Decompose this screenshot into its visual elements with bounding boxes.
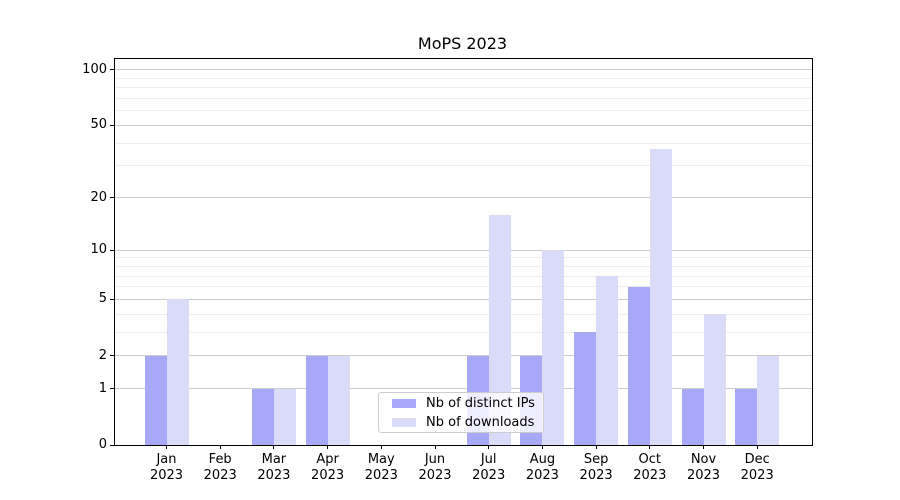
bar-downloads-oct	[649, 149, 672, 445]
ytick-50	[110, 124, 114, 126]
bar-ips-dec	[735, 388, 758, 445]
chart-title: MoPS 2023	[417, 34, 508, 53]
ytick-1	[110, 388, 114, 390]
ytick-label-50: 50	[90, 117, 107, 133]
bar-ips-oct	[627, 286, 650, 445]
gridline-minor	[115, 77, 812, 79]
xtick-sep	[595, 445, 597, 449]
xtick-label-jul: Jul 2023	[472, 452, 506, 483]
bar-ips-nov	[681, 388, 704, 445]
xtick-dec	[756, 445, 758, 449]
xtick-label-oct: Oct 2023	[633, 452, 667, 483]
legend: Nb of distinct IPs Nb of downloads	[378, 392, 544, 433]
gridline-major	[115, 298, 812, 300]
xtick-label-aug: Aug 2023	[525, 452, 559, 483]
gridline-minor	[115, 265, 812, 267]
bar-downloads-jan	[166, 299, 189, 445]
legend-item-downloads: Nb of downloads	[379, 414, 543, 430]
bar-ips-sep	[574, 332, 597, 445]
plot-area: 0 1 2 5 10 20 50 100 Jan 2023 Feb 2023 Mar 2023 Apr…	[82, 58, 813, 483]
bar-ips-apr	[305, 355, 328, 445]
gridline-major	[115, 124, 812, 126]
xtick-aug	[541, 445, 543, 449]
xtick-jun	[434, 445, 436, 449]
gridline-minor	[115, 257, 812, 259]
gridline-minor	[115, 165, 812, 167]
bar-downloads-aug	[542, 250, 565, 445]
ytick-label-100: 100	[82, 61, 107, 77]
bar-downloads-dec	[757, 355, 780, 445]
ytick-label-20: 20	[90, 189, 107, 205]
ytick-2	[110, 355, 114, 357]
ytick-100	[110, 69, 114, 71]
xtick-mar	[273, 445, 275, 449]
gridline-major	[115, 388, 812, 390]
gridline-major	[115, 249, 812, 251]
ytick-label-0: 0	[98, 437, 107, 452]
ytick-20	[110, 197, 114, 199]
xtick-nov	[703, 445, 704, 449]
gridline-major	[115, 355, 812, 357]
legend-item-distinct-ips: Nb of distinct IPs	[379, 395, 543, 411]
bar-ips-mar	[251, 388, 274, 445]
gridline-minor	[115, 87, 812, 89]
gridline-minor	[115, 142, 812, 144]
xtick-feb	[219, 445, 221, 449]
ytick-label-5: 5	[98, 291, 107, 307]
xtick-label-sep: Sep 2023	[579, 452, 613, 483]
legend-label-distinct-ips: Nb of distinct IPs	[426, 395, 535, 411]
gridline-minor	[115, 286, 812, 288]
legend-swatch-distinct-ips	[392, 398, 416, 408]
xtick-oct	[649, 445, 651, 449]
xtick-label-dec: Dec 2023	[740, 452, 774, 483]
gridline-minor	[115, 110, 812, 112]
gridline-minor	[115, 275, 812, 277]
xtick-may	[380, 445, 382, 449]
xtick-label-mar: Mar 2023	[257, 452, 291, 483]
legend-swatch-downloads	[392, 417, 416, 427]
gridline-minor	[115, 98, 812, 100]
bar-downloads-jul	[488, 214, 511, 445]
gridline-major	[115, 197, 812, 199]
xtick-label-jun: Jun 2023	[418, 452, 452, 483]
bar-ips-jan	[144, 355, 167, 445]
xtick-label-may: May 2023	[364, 452, 398, 483]
ytick-label-10: 10	[90, 242, 107, 258]
xtick-label-feb: Feb 2023	[203, 452, 237, 483]
bar-downloads-mar	[273, 388, 296, 445]
bar-downloads-sep	[596, 276, 619, 445]
gridline-minor	[115, 331, 812, 333]
xtick-jul	[488, 445, 490, 449]
ytick-label-1: 1	[98, 380, 107, 396]
ytick-5	[110, 298, 114, 300]
xtick-jan	[166, 445, 167, 449]
xtick-label-jan: Jan 2023	[149, 452, 184, 483]
ytick-label-2: 2	[98, 347, 107, 363]
xtick-label-apr: Apr 2023	[311, 452, 345, 483]
gridline-major	[115, 69, 812, 71]
gridline-minor	[115, 313, 812, 315]
ytick-10	[110, 249, 114, 251]
xtick-label-nov: Nov 2023	[686, 452, 721, 483]
ytick-0	[110, 444, 114, 446]
xtick-apr	[327, 445, 329, 449]
legend-label-downloads: Nb of downloads	[426, 414, 535, 430]
bar-downloads-nov	[703, 314, 726, 445]
bar-downloads-apr	[327, 355, 350, 445]
